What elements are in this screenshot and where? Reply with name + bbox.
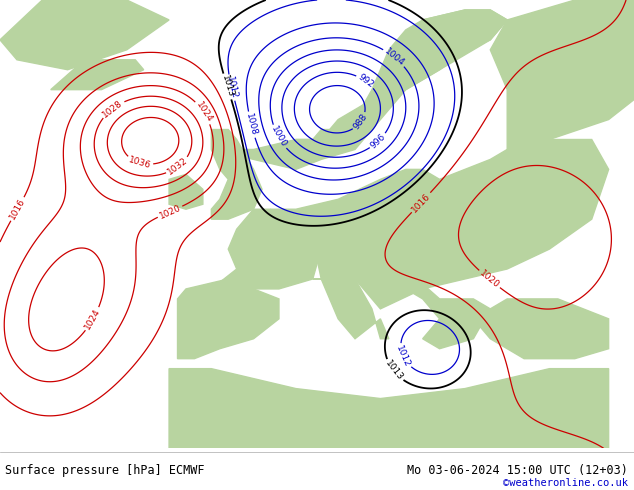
Text: 992: 992 — [356, 73, 375, 90]
Text: 1016: 1016 — [8, 197, 27, 221]
Text: 1020: 1020 — [158, 203, 183, 220]
Text: 1028: 1028 — [101, 98, 125, 119]
Text: 1016: 1016 — [410, 191, 432, 214]
Text: ©weatheronline.co.uk: ©weatheronline.co.uk — [503, 478, 628, 488]
Polygon shape — [211, 129, 262, 219]
Text: 1012: 1012 — [224, 75, 238, 100]
Text: 1020: 1020 — [478, 269, 501, 290]
Polygon shape — [211, 10, 507, 170]
Text: 1012: 1012 — [394, 344, 412, 368]
Polygon shape — [372, 269, 490, 349]
Text: 1013: 1013 — [219, 74, 235, 99]
Polygon shape — [287, 10, 507, 149]
Polygon shape — [169, 174, 203, 209]
Polygon shape — [0, 0, 169, 70]
Text: 1024: 1024 — [194, 100, 214, 124]
Text: 1004: 1004 — [382, 47, 406, 68]
Polygon shape — [490, 0, 634, 149]
Polygon shape — [169, 368, 609, 448]
Polygon shape — [474, 299, 609, 359]
Polygon shape — [51, 60, 144, 90]
Text: 1008: 1008 — [244, 113, 259, 137]
Polygon shape — [313, 279, 389, 339]
Polygon shape — [211, 209, 321, 289]
Text: 1024: 1024 — [83, 307, 103, 331]
Text: 1013: 1013 — [383, 359, 404, 383]
Text: Mo 03-06-2024 15:00 UTC (12+03): Mo 03-06-2024 15:00 UTC (12+03) — [407, 464, 628, 477]
Text: Surface pressure [hPa] ECMWF: Surface pressure [hPa] ECMWF — [5, 464, 205, 477]
Polygon shape — [178, 279, 279, 359]
Text: 1032: 1032 — [166, 156, 190, 177]
Text: 1000: 1000 — [269, 125, 288, 149]
Polygon shape — [271, 140, 609, 309]
Text: 1036: 1036 — [127, 155, 152, 171]
Text: 988: 988 — [352, 112, 370, 131]
Text: 996: 996 — [369, 132, 387, 150]
